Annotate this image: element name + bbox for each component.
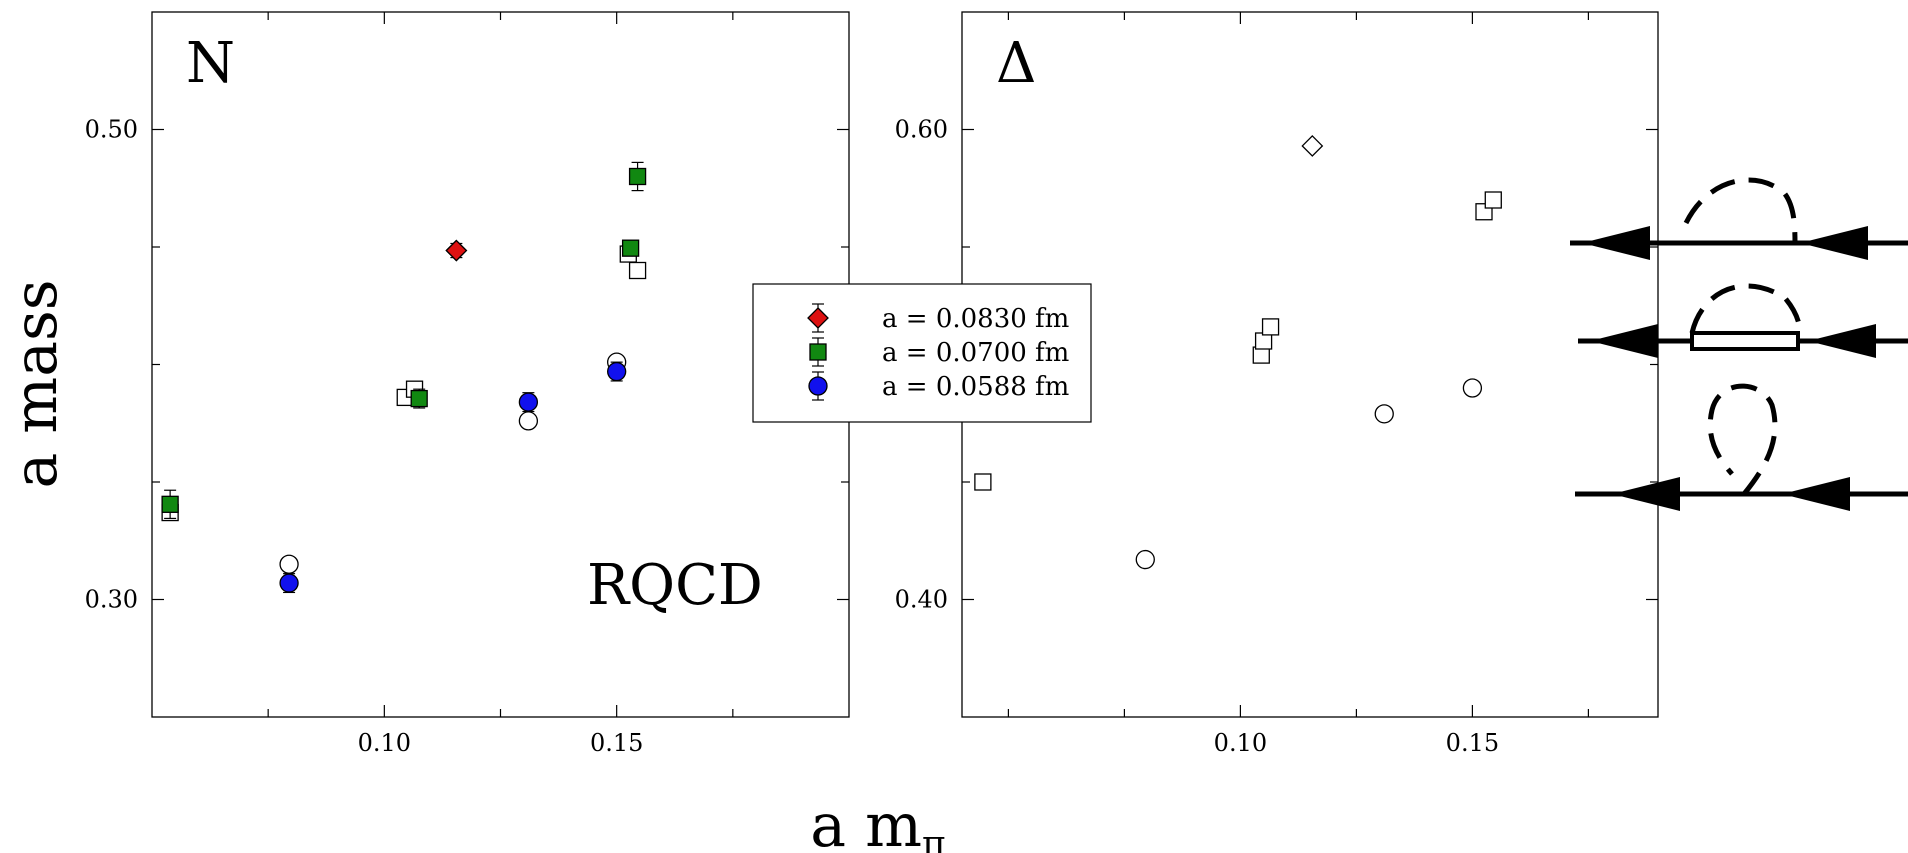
legend-marker-diamond [807,307,829,329]
diagram-tadpole-icon [1575,383,1908,511]
data-point-open-square [1261,318,1280,336]
legend: a = 0.0830 fm a = 0.0700 fm a = 0.0588 fm [752,283,1092,423]
data-point-square [628,167,647,186]
x-axis-title-main: a m [810,791,922,853]
data-point-open-diamond [1301,135,1324,157]
legend-entries: a = 0.0830 fm a = 0.0700 fm a = 0.0588 fm [807,303,1069,402]
diagram-icons [1570,177,1908,511]
data-point-open-circle [279,554,299,574]
data-point-open-circle [518,411,539,431]
y-axis-title: a mass [1,279,71,488]
data-point-square [161,495,179,513]
data-point-open-square [974,473,992,491]
legend-box [752,283,1092,423]
legend-marker-circle [808,376,828,396]
data-point-open-circle [1374,404,1394,424]
data-point-open-square [628,261,647,280]
y-tick-label: 0.60 [895,116,948,144]
data-point-open-circle [1135,549,1155,570]
panel-nucleon: 0.10 0.15 0.30 0.50 N RQCD [85,11,850,757]
panel-delta-marks [974,135,1502,570]
panel-nucleon-label: N [186,31,235,96]
legend-label: a = 0.0830 fm [882,304,1069,334]
x-tick-label: 0.10 [1214,729,1267,757]
x-axis-title: a mπ [810,791,945,853]
data-point-circle [607,361,627,382]
y-tick-label: 0.40 [895,586,948,614]
panel-nucleon-marks [161,161,647,594]
legend-label: a = 0.0700 fm [882,338,1069,368]
diagram-self-energy-icon [1570,177,1908,260]
data-point-open-circle [1462,378,1483,398]
x-tick-label: 0.15 [590,729,643,757]
data-point-circle [279,573,299,593]
legend-marker-square [809,343,827,361]
data-point-square [621,239,640,257]
diagram-double-line-icon [1578,283,1908,358]
panel-delta-ticks: 0.10 0.15 0.40 0.60 [895,12,1658,757]
y-tick-label: 0.30 [85,586,138,614]
x-tick-label: 0.10 [358,729,411,757]
data-point-diamond [445,239,468,262]
x-tick-label: 0.15 [1446,729,1499,757]
rqcd-annotation: RQCD [587,553,763,618]
data-point-square [410,389,428,408]
panel-nucleon-ticks: 0.10 0.15 0.30 0.50 [85,12,849,757]
data-point-open-square [1484,191,1502,209]
legend-label: a = 0.0588 fm [882,372,1069,402]
panel-delta-label: Δ [996,31,1036,96]
y-tick-label: 0.50 [85,116,138,144]
data-point-circle [518,392,539,412]
x-axis-title-subscript: π [922,824,946,853]
